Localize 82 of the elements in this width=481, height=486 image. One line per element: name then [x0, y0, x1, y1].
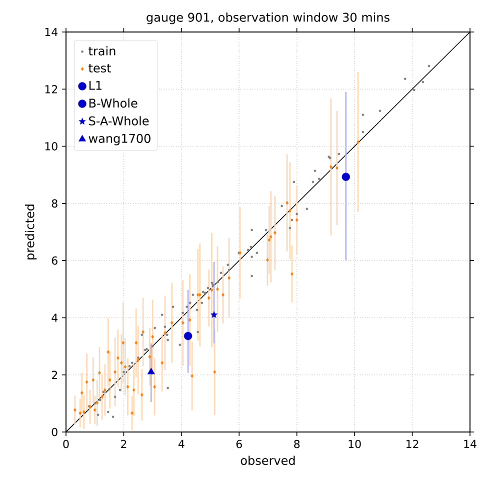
y-tick-label: 12 [46, 85, 58, 94]
point [182, 320, 184, 325]
point [148, 368, 156, 374]
y-tick-label: 10 [46, 142, 58, 150]
point [336, 166, 339, 170]
legend-label: test [88, 64, 112, 73]
y-tick-label: 0 [52, 428, 58, 436]
point [153, 384, 156, 389]
y-axis-title: predicted [25, 204, 37, 260]
point [216, 287, 220, 292]
point [164, 330, 167, 335]
legend-label: train [88, 46, 116, 56]
point [100, 394, 104, 399]
legend-label: S-A-Whole [89, 116, 149, 126]
point [94, 408, 96, 412]
x-tick-label: 4 [178, 440, 184, 448]
point [108, 378, 112, 382]
point [342, 172, 350, 181]
point [96, 400, 99, 405]
point [120, 360, 124, 365]
point [106, 350, 110, 354]
point [270, 234, 273, 239]
y-tick-label: 8 [52, 199, 58, 208]
point [74, 408, 77, 412]
y-tick-label: 2 [52, 370, 58, 379]
point [198, 292, 202, 297]
point [266, 258, 270, 262]
point [116, 356, 120, 360]
point [160, 360, 164, 365]
x-tick-label: 12 [406, 440, 418, 448]
point [190, 374, 194, 378]
point [130, 411, 134, 416]
point [104, 388, 107, 392]
y-tick-label: 14 [46, 28, 58, 36]
point [288, 208, 292, 213]
point [98, 370, 102, 375]
point [122, 340, 125, 345]
point [151, 334, 154, 339]
point [132, 388, 136, 392]
point [148, 354, 152, 359]
point [274, 230, 277, 235]
point [196, 292, 200, 297]
point [356, 140, 360, 144]
point [134, 340, 138, 345]
x-tick-label: 0 [63, 440, 69, 448]
point [140, 392, 144, 397]
point [286, 200, 289, 205]
x-tick-label: 6 [236, 440, 242, 448]
point [210, 311, 218, 318]
point [268, 238, 271, 242]
point [330, 164, 333, 169]
point [188, 318, 192, 322]
x-tick-label: 2 [121, 440, 126, 448]
y-tick-label: 6 [52, 256, 58, 265]
point [290, 272, 294, 276]
point [228, 276, 231, 280]
point [208, 296, 210, 300]
point [78, 411, 82, 416]
point [136, 358, 140, 362]
point [85, 380, 88, 384]
chart-title: gauge 901, observation window 30 mins [146, 12, 390, 24]
point [80, 390, 84, 395]
point [296, 218, 298, 222]
point [213, 370, 216, 374]
x-tick-label: 8 [294, 440, 300, 448]
point [82, 410, 86, 414]
x-tick-label: 14 [464, 440, 477, 448]
x-tick-label: 10 [348, 440, 362, 448]
point [222, 292, 225, 297]
legend-label: wang1700 [88, 134, 151, 146]
point [210, 288, 214, 292]
point [126, 384, 130, 389]
point [142, 330, 145, 334]
legend-label: B-Whole [90, 98, 138, 108]
legend-label: L1 [90, 81, 102, 90]
point [92, 378, 95, 382]
point [114, 370, 117, 374]
x-axis-title: observed [241, 456, 295, 466]
point [124, 364, 127, 369]
point [184, 332, 192, 340]
y-tick-label: 4 [52, 314, 58, 322]
point [170, 320, 174, 325]
